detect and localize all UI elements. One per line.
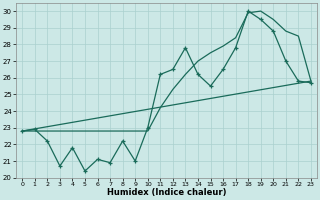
- X-axis label: Humidex (Indice chaleur): Humidex (Indice chaleur): [107, 188, 226, 197]
